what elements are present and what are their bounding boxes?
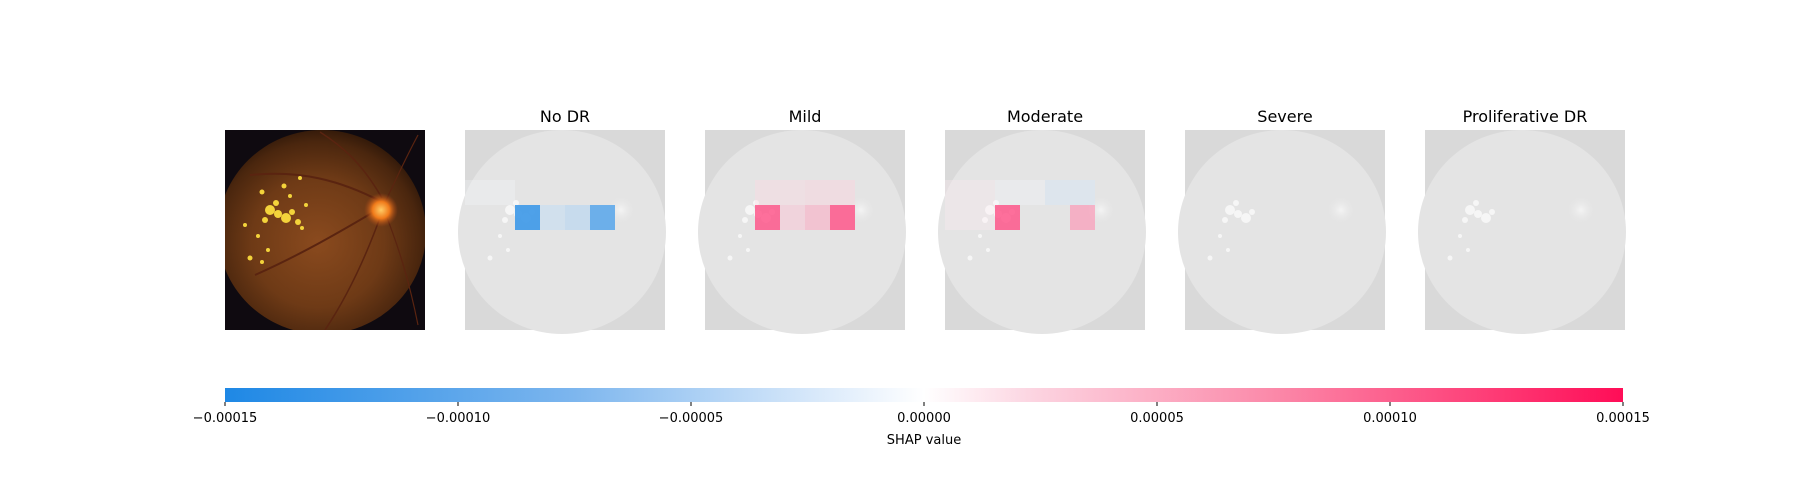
shap-cell bbox=[755, 205, 780, 230]
input-fundus-image bbox=[225, 130, 425, 330]
shap-cell bbox=[540, 205, 565, 230]
colorbar-gradient bbox=[225, 388, 1623, 402]
class-panel: No DR bbox=[458, 107, 666, 334]
exudate-gray bbox=[1222, 217, 1228, 223]
exudate-gray bbox=[1233, 200, 1239, 206]
exudate-gray bbox=[742, 217, 748, 223]
exudate-gray bbox=[1473, 200, 1479, 206]
shap-colorbar: −0.00015 −0.00010 −0.00005 0.00000 0.00005 0.… bbox=[193, 388, 1650, 448]
optic-disc-gray bbox=[1325, 194, 1357, 226]
colorbar-tick-label: 0.00000 bbox=[897, 411, 951, 426]
exudate-gray bbox=[1489, 209, 1495, 215]
exudate-gray bbox=[1249, 209, 1255, 215]
exudate-gray bbox=[993, 200, 999, 206]
exudate-gray bbox=[487, 255, 493, 261]
class-panels: No DR Mild Moderate Severe Proliferative DR bbox=[458, 107, 1626, 334]
exudate-gray bbox=[1226, 248, 1230, 252]
class-panel: Moderate bbox=[938, 107, 1146, 334]
shap-cell bbox=[515, 205, 540, 230]
colorbar-tick-label: −0.00010 bbox=[426, 411, 491, 426]
fundus-gray-silhouette bbox=[1178, 130, 1386, 334]
exudate-gray bbox=[505, 205, 515, 215]
exudate-gray bbox=[738, 234, 742, 238]
exudate-gray bbox=[1458, 234, 1462, 238]
shap-cell bbox=[590, 205, 615, 230]
panel-title: Mild bbox=[789, 107, 822, 126]
shap-cell bbox=[780, 180, 805, 205]
exudate-gray bbox=[985, 205, 995, 215]
exudate-gray bbox=[1241, 213, 1251, 223]
exudate-gray bbox=[498, 234, 502, 238]
class-panel: Proliferative DR bbox=[1418, 107, 1626, 334]
colorbar-tick-label: −0.00015 bbox=[193, 411, 258, 426]
fundus-gray-silhouette bbox=[458, 130, 666, 334]
shap-cell bbox=[565, 205, 590, 230]
exudate-gray bbox=[745, 205, 755, 215]
shap-cell bbox=[1070, 205, 1095, 230]
colorbar-tick-label: 0.00015 bbox=[1596, 411, 1650, 426]
fundus-gray-silhouette bbox=[1418, 130, 1626, 334]
shap-cell bbox=[755, 180, 780, 205]
shap-cell bbox=[830, 180, 855, 205]
shap-cell bbox=[1020, 180, 1045, 205]
exudate-gray bbox=[1462, 217, 1468, 223]
panel-title: No DR bbox=[540, 107, 590, 126]
colorbar-ticks: −0.00015 −0.00010 −0.00005 0.00000 0.00005 0.… bbox=[193, 402, 1650, 426]
colorbar-tick-label: 0.00005 bbox=[1130, 411, 1184, 426]
exudate-gray bbox=[727, 255, 733, 261]
exudate-gray bbox=[986, 248, 990, 252]
colorbar-tick-label: −0.00005 bbox=[659, 411, 724, 426]
shap-cell bbox=[1070, 180, 1095, 205]
exudate-gray bbox=[1234, 210, 1242, 218]
exudate-gray bbox=[978, 234, 982, 238]
exudate-gray bbox=[1447, 255, 1453, 261]
exudate-gray bbox=[982, 217, 988, 223]
shap-cell bbox=[465, 180, 490, 205]
exudate-gray bbox=[1207, 255, 1213, 261]
exudate-gray bbox=[513, 200, 519, 206]
exudate-gray bbox=[1218, 234, 1222, 238]
colorbar-tick-label: 0.00010 bbox=[1363, 411, 1417, 426]
panel-title: Proliferative DR bbox=[1463, 107, 1588, 126]
colorbar-label: SHAP value bbox=[887, 433, 961, 448]
shap-cell bbox=[490, 180, 515, 205]
exudate-gray bbox=[1465, 205, 1475, 215]
exudate-gray bbox=[502, 217, 508, 223]
exudate-gray bbox=[753, 200, 759, 206]
panel-title: Severe bbox=[1257, 107, 1312, 126]
class-panel: Mild bbox=[698, 107, 906, 334]
shap-cell bbox=[830, 205, 855, 230]
fundus-gray-silhouette bbox=[938, 130, 1146, 334]
shap-cell bbox=[945, 205, 970, 230]
class-panel: Severe bbox=[1178, 107, 1386, 334]
shap-cell bbox=[945, 180, 970, 205]
exudate-gray bbox=[1225, 205, 1235, 215]
optic-disc-gray bbox=[1565, 194, 1597, 226]
shap-cell bbox=[970, 205, 995, 230]
exudate-gray bbox=[506, 248, 510, 252]
shap-cell bbox=[1045, 180, 1070, 205]
shap-cell bbox=[805, 205, 830, 230]
shap-cell bbox=[970, 180, 995, 205]
fundus-gray-silhouette bbox=[698, 130, 906, 334]
exudate-gray bbox=[1466, 248, 1470, 252]
panel-title: Moderate bbox=[1007, 107, 1083, 126]
exudate-gray bbox=[967, 255, 973, 261]
shap-cell bbox=[995, 205, 1020, 230]
exudate-gray bbox=[1474, 210, 1482, 218]
shap-cell bbox=[805, 180, 830, 205]
shap-cell bbox=[995, 180, 1020, 205]
exudate-gray bbox=[1481, 213, 1491, 223]
shap-cell bbox=[780, 205, 805, 230]
exudate-gray bbox=[746, 248, 750, 252]
